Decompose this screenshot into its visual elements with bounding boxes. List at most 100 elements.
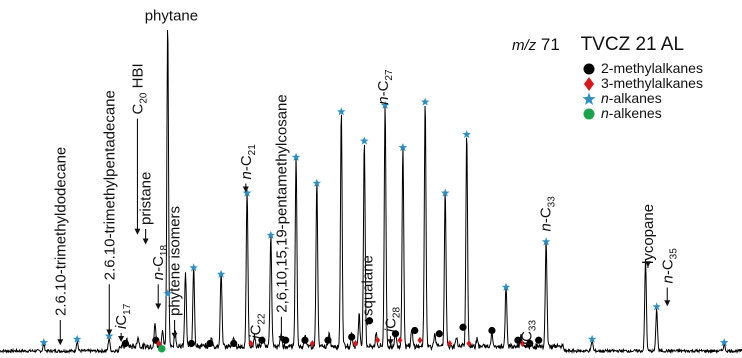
n-alkane-star-marker xyxy=(291,152,301,161)
annotation-label: squalane xyxy=(359,255,376,316)
annotation-label: iC22 xyxy=(247,313,267,339)
peak-annotation: n-C33 xyxy=(538,196,558,232)
2-methylalkane-marker xyxy=(514,336,522,344)
peak-annotation: iC33 xyxy=(518,320,538,346)
n-alkane-star-marker xyxy=(587,334,597,343)
arrow-head xyxy=(142,238,149,245)
annotation-label: iC33 xyxy=(518,320,538,346)
2-methylalkane-marker xyxy=(348,333,356,341)
peak-annotation: phytene isomers xyxy=(167,206,184,339)
peak-annotation: n-C27 xyxy=(375,69,395,105)
legend-label: -alkanes xyxy=(608,90,662,106)
3-methylalkane-marker xyxy=(447,340,453,347)
annotation-label: n-C18 xyxy=(150,245,170,281)
legend-italic-prefix: n xyxy=(601,105,609,121)
arrow-head xyxy=(664,300,671,307)
chart-header: m/z 71 TVCZ 21 AL xyxy=(512,34,684,56)
arrow-head xyxy=(242,186,249,193)
annotation-label: n-C21 xyxy=(238,144,258,180)
annotation-label: pristane xyxy=(138,172,155,225)
legend-item-3-methylalkanes: 3-methylalkanes xyxy=(582,76,703,91)
arrow-head xyxy=(387,339,394,346)
3-methylalkane-marker xyxy=(248,340,254,347)
arrow-head xyxy=(118,336,125,342)
3-methylalkane-marker xyxy=(309,340,315,347)
black-circle-icon xyxy=(582,62,596,76)
n-alkane-star-marker xyxy=(652,302,661,311)
annotation-label: 2,6,10,15,19-pentamethylcosane xyxy=(273,94,290,313)
arrow-head xyxy=(106,329,113,336)
peak-annotation: iC28 xyxy=(382,307,402,346)
2-methylalkane-marker xyxy=(526,339,534,348)
peak-annotation: n-C35 xyxy=(659,248,679,307)
n-alkane-star-marker xyxy=(39,338,49,347)
n-alkane-star-marker xyxy=(104,331,114,340)
3-methylalkane-marker xyxy=(466,340,472,347)
legend-item-2-methylalkanes: 2-methylalkanes xyxy=(582,61,703,76)
annotation-label: n-C27 xyxy=(375,69,395,105)
3-methylalkane-marker xyxy=(375,336,381,344)
peak-annotation: n-C21 xyxy=(238,144,258,193)
arrow-head xyxy=(171,332,178,339)
arrow-head xyxy=(364,319,371,326)
n-alkane-star-marker xyxy=(360,136,369,145)
peak-annotation: squalane xyxy=(359,255,376,326)
peak-annotation: n-C18 xyxy=(150,245,170,310)
n-alkane-star-marker xyxy=(266,230,276,239)
3-methylalkane-marker xyxy=(417,336,423,344)
peak-annotation: iC17 xyxy=(113,303,133,342)
2-methylalkane-marker xyxy=(121,339,129,348)
n-alkene-marker xyxy=(157,344,166,353)
2-methylalkane-marker xyxy=(459,323,467,331)
annotation-label: n-C35 xyxy=(659,248,679,284)
2-methylalkane-marker xyxy=(435,330,443,338)
annotation-label: phytane xyxy=(145,7,198,24)
n-alkane-star-marker xyxy=(242,188,252,197)
n-alkane-star-marker xyxy=(189,263,198,272)
annotation-label: iC17 xyxy=(113,303,133,329)
n-alkane-star-marker xyxy=(501,282,511,291)
legend: 2-methylalkanes 3-methylalkanes n -alkane… xyxy=(582,61,703,121)
legend-item-n-alkenes: n -alkenes xyxy=(582,106,703,121)
2-methylalkane-marker xyxy=(258,336,266,344)
peak-annotation: C20 HBI xyxy=(129,63,149,235)
2-methylalkane-marker xyxy=(230,339,238,348)
annotation-label: lycopane xyxy=(640,204,657,264)
2-methylalkane-marker xyxy=(282,336,290,344)
red-diamond-icon xyxy=(582,76,596,91)
peak-annotation: 2.6.10-trimethyldodecane xyxy=(52,147,69,346)
sample-name: TVCZ 21 AL xyxy=(580,34,685,55)
n-alkane-star-marker xyxy=(719,338,729,347)
annotation-label: iC28 xyxy=(382,307,402,333)
peak-annotation: phytane xyxy=(145,7,198,24)
blue-star-icon xyxy=(582,92,596,106)
green-circle-icon xyxy=(582,107,596,121)
2-methylalkane-marker xyxy=(535,336,543,344)
peak-annotation: 2,6,10,15,19-pentamethylcosane xyxy=(273,94,290,342)
n-alkane-star-marker xyxy=(216,269,226,278)
arrow-head xyxy=(57,339,64,346)
trace-layer xyxy=(0,30,742,355)
legend-italic-prefix: n xyxy=(601,90,609,106)
n-alkane-star-marker xyxy=(312,178,322,187)
2-methylalkane-marker xyxy=(411,326,419,335)
annotation-label: C20 HBI xyxy=(129,63,149,114)
legend-label: -alkenes xyxy=(608,105,662,121)
n-alkane-star-marker xyxy=(440,188,450,197)
3-methylalkane-marker xyxy=(397,336,403,344)
2-methylalkane-marker xyxy=(206,339,214,348)
2-methylalkane-marker xyxy=(324,336,332,344)
n-alkane-star-marker xyxy=(337,107,346,116)
3-methylalkane-marker xyxy=(156,340,162,347)
n-alkane-star-marker xyxy=(380,100,390,109)
peak-annotation: lycopane xyxy=(640,204,657,268)
annotation-label: 2.6.10-trimethylpentadecane xyxy=(101,90,118,280)
arrow-head xyxy=(134,228,141,235)
marker-layer xyxy=(39,97,729,353)
arrow-head xyxy=(155,303,162,310)
mz-prefix: m/z xyxy=(512,37,537,54)
2-methylalkane-marker xyxy=(187,339,196,348)
n-alkane-star-marker xyxy=(462,130,471,139)
3-methylalkane-marker xyxy=(352,340,358,347)
